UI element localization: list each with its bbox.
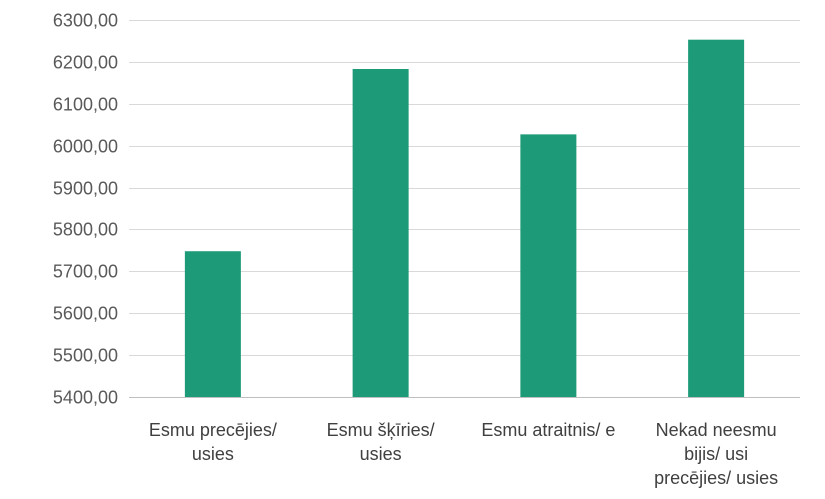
x-category-label: Nekad neesmu — [656, 420, 777, 440]
x-category-label: Esmu atraitnis/ e — [481, 420, 615, 440]
y-tick-label: 6300,00 — [53, 11, 118, 31]
bar — [688, 39, 745, 398]
y-tick-label: 5700,00 — [53, 262, 118, 282]
bars — [184, 39, 745, 398]
y-axis-tick-labels: 5400,00 5500,00 5600,00 5700,00 5800,00 5900,… — [53, 11, 118, 408]
y-tick-label: 5400,00 — [53, 388, 118, 408]
y-tick-label: 5500,00 — [53, 346, 118, 366]
y-tick-label: 6000,00 — [53, 137, 118, 157]
x-category-label: Esmu precējies/ — [149, 420, 277, 440]
bar — [184, 251, 241, 397]
x-category-label: usies — [360, 444, 402, 464]
x-category-label: precējies/ usies — [654, 468, 778, 488]
y-tick-label: 5800,00 — [53, 220, 118, 240]
y-tick-label: 5600,00 — [53, 304, 118, 324]
x-category-label: usies — [192, 444, 234, 464]
y-tick-label: 6100,00 — [53, 95, 118, 115]
y-tick-label: 6200,00 — [53, 53, 118, 73]
bar — [520, 134, 577, 397]
x-category-label: Esmu šķīries/ — [327, 420, 435, 440]
x-category-label: bijis/ usi — [684, 444, 748, 464]
y-tick-label: 5900,00 — [53, 179, 118, 199]
bar — [352, 69, 409, 397]
x-axis-category-labels: Esmu precējies/usies Esmu šķīries/usies Es… — [149, 420, 778, 488]
